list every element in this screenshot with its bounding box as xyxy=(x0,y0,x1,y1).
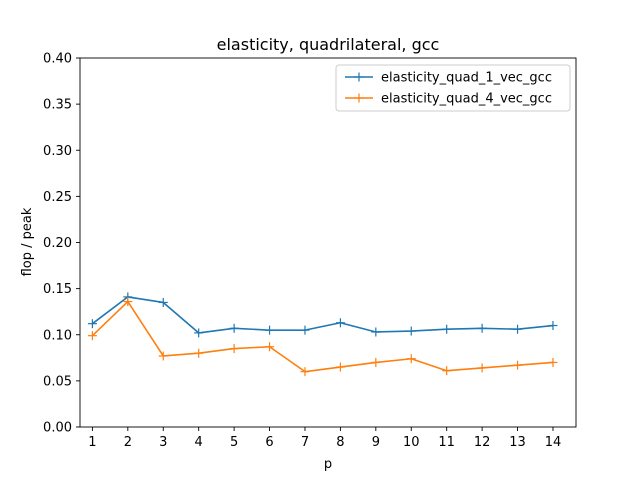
legend-box xyxy=(335,64,571,112)
chart-title: elasticity, quadrilateral, gcc xyxy=(217,35,440,54)
data-point xyxy=(548,357,558,367)
data-point xyxy=(442,324,452,334)
data-point xyxy=(335,362,345,372)
y-tick-label: 0.20 xyxy=(43,236,72,251)
x-tick-label: 8 xyxy=(336,435,344,450)
y-tick-label: 0.30 xyxy=(43,144,72,159)
legend-label: elasticity_quad_4_vec_gcc xyxy=(381,92,552,107)
x-tick-label: 12 xyxy=(474,435,491,450)
series-line-2 xyxy=(91,300,554,373)
y-tick-label: 0.40 xyxy=(43,52,72,67)
y-tick-label: 0.00 xyxy=(43,421,72,436)
data-point xyxy=(229,344,239,354)
x-tick-label: 6 xyxy=(265,435,273,450)
y-tick-label: 0.35 xyxy=(43,98,72,113)
series-line-1 xyxy=(91,296,554,334)
x-tick-label: 4 xyxy=(195,435,203,450)
x-axis-label: p xyxy=(324,457,332,472)
x-tick-label: 5 xyxy=(230,435,238,450)
data-point xyxy=(406,326,416,336)
x-tick-label: 2 xyxy=(124,435,132,450)
y-tick-label: 0.25 xyxy=(43,190,72,205)
data-point xyxy=(87,331,97,341)
data-point xyxy=(229,323,239,333)
data-point xyxy=(406,354,416,364)
data-point xyxy=(265,342,275,352)
data-point xyxy=(123,297,133,307)
data-point xyxy=(194,348,204,358)
legend-entry: elasticity_quad_4_vec_gcc xyxy=(345,92,552,107)
data-point xyxy=(477,323,487,333)
legend-entry: elasticity_quad_1_vec_gcc xyxy=(345,71,552,86)
data-point xyxy=(548,321,558,331)
y-tick-label: 0.15 xyxy=(43,282,72,297)
data-point xyxy=(335,318,345,328)
data-point xyxy=(513,324,523,334)
x-tick-label: 11 xyxy=(438,435,455,450)
x-tick-label: 10 xyxy=(403,435,420,450)
data-point xyxy=(300,367,310,377)
x-tick-label: 1 xyxy=(88,435,96,450)
legend: elasticity_quad_1_vec_gcc elasticity_quad… xyxy=(335,64,571,112)
data-point xyxy=(300,325,310,335)
x-tick-label: 7 xyxy=(301,435,309,450)
y-tick-label: 0.10 xyxy=(43,328,72,343)
x-tick-label: 3 xyxy=(159,435,167,450)
data-point xyxy=(158,297,168,307)
data-point xyxy=(194,328,204,338)
y-axis-label: flop / peak xyxy=(20,207,35,276)
data-point xyxy=(513,360,523,370)
plot-area: 1 2 3 4 5 6 7 8 9 10 11 12 13 140.000.050.100.150.200… xyxy=(43,52,577,450)
data-point xyxy=(87,319,97,329)
data-point xyxy=(371,327,381,337)
data-point xyxy=(265,325,275,335)
y-tick-label: 0.05 xyxy=(43,374,72,389)
x-tick-label: 14 xyxy=(545,435,562,450)
data-point xyxy=(477,363,487,373)
data-point xyxy=(371,357,381,367)
data-point xyxy=(158,351,168,361)
legend-label: elasticity_quad_1_vec_gcc xyxy=(381,71,552,86)
x-tick-label: 9 xyxy=(372,435,380,450)
data-point xyxy=(442,366,452,376)
x-tick-label: 13 xyxy=(509,435,526,450)
plot-frame xyxy=(79,57,577,428)
